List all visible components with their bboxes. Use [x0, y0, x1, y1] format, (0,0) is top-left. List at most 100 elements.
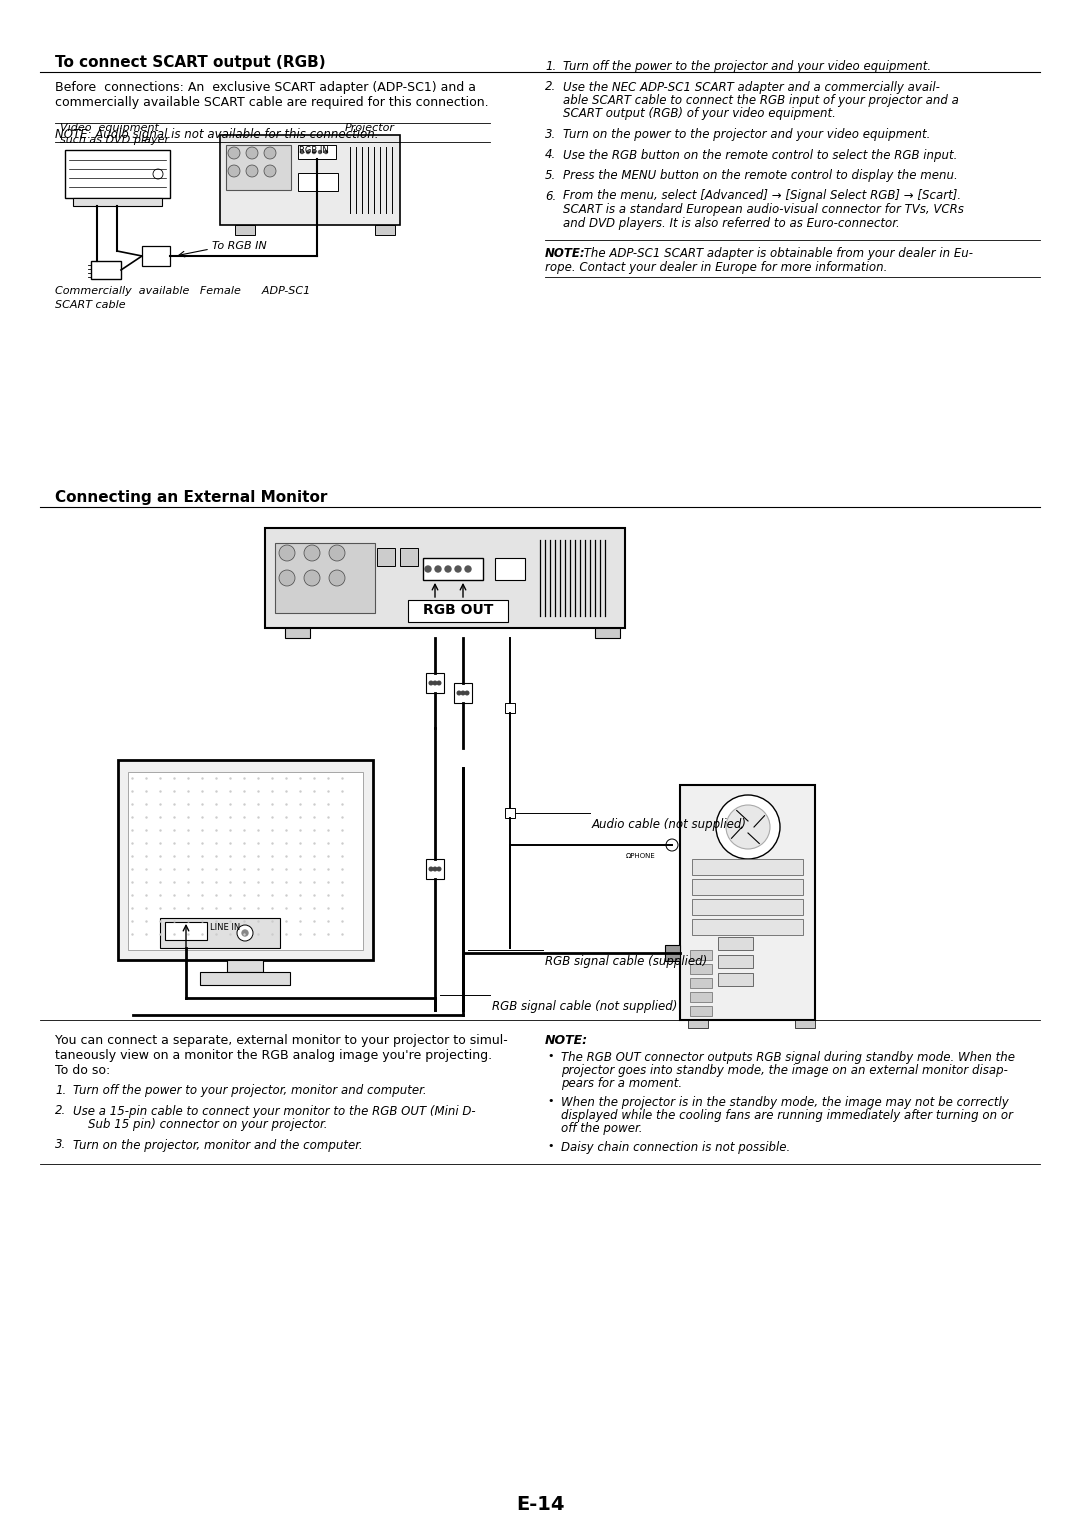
Bar [680, 784, 815, 1019]
Text: NOTE:: NOTE: [545, 1035, 589, 1047]
Text: RGB IN: RGB IN [299, 146, 328, 156]
Text: 2.: 2. [545, 81, 556, 93]
Text: and DVD players. It is also referred to as Euro-connector.: and DVD players. It is also referred to … [563, 217, 900, 229]
Text: able SCART cable to connect the RGB input of your projector and a: able SCART cable to connect the RGB inpu… [563, 95, 959, 107]
Text: •: • [546, 1096, 554, 1106]
Circle shape [264, 165, 276, 177]
Bar [298, 145, 336, 159]
Circle shape [433, 681, 436, 685]
Text: Use the RGB button on the remote control to select the RGB input.: Use the RGB button on the remote control… [563, 148, 957, 162]
Circle shape [319, 151, 322, 154]
Bar [454, 684, 472, 703]
Text: Audio cable (not supplied): Audio cable (not supplied) [592, 818, 747, 832]
Text: SCART output (RGB) of your video equipment.: SCART output (RGB) of your video equipme… [563, 107, 836, 121]
Bar [226, 145, 291, 191]
Text: RGB OUT: RGB OUT [422, 603, 494, 617]
Text: LINE IN: LINE IN [210, 923, 240, 932]
Circle shape [465, 691, 469, 694]
Text: NOTE:: NOTE: [545, 247, 585, 259]
Text: rope. Contact your dealer in Europe for more information.: rope. Contact your dealer in Europe for … [545, 261, 888, 273]
Text: Before  connections: An  exclusive SCART adapter (ADP-SC1) and a
commercially av: Before connections: An exclusive SCART a… [55, 81, 488, 108]
Bar [692, 899, 804, 916]
Text: The ADP-SC1 SCART adapter is obtainable from your dealer in Eu-: The ADP-SC1 SCART adapter is obtainable … [580, 247, 973, 259]
Bar [688, 1019, 708, 1029]
Bar [65, 150, 170, 198]
Text: 3.: 3. [545, 128, 556, 140]
Bar [795, 1019, 815, 1029]
Bar [595, 629, 620, 638]
Bar [505, 703, 515, 713]
Text: SCART is a standard European audio-visual connector for TVs, VCRs: SCART is a standard European audio-visua… [563, 203, 963, 217]
Text: 5.: 5. [545, 169, 556, 182]
Text: Connecting an External Monitor: Connecting an External Monitor [55, 490, 327, 505]
Text: Daisy chain connection is not possible.: Daisy chain connection is not possible. [561, 1141, 791, 1154]
Text: Commercially  available   Female      ADP-SC1: Commercially available Female ADP-SC1 [55, 285, 310, 296]
Circle shape [246, 165, 258, 177]
Circle shape [307, 151, 310, 154]
Circle shape [429, 867, 433, 871]
Text: •: • [546, 1051, 554, 1061]
Text: RGB signal cable (supplied): RGB signal cable (supplied) [545, 955, 707, 967]
Bar [692, 879, 804, 896]
Circle shape [433, 867, 436, 871]
Circle shape [465, 566, 471, 572]
Text: projector goes into standby mode, the image on an external monitor disap-: projector goes into standby mode, the im… [561, 1064, 1008, 1077]
Bar [408, 600, 508, 623]
Circle shape [666, 839, 678, 852]
Bar [227, 960, 264, 972]
Text: Turn on the power to the projector and your video equipment.: Turn on the power to the projector and y… [563, 128, 930, 140]
Circle shape [303, 545, 320, 562]
Circle shape [324, 151, 327, 154]
Circle shape [435, 566, 441, 572]
Bar [718, 937, 753, 951]
Text: 2.: 2. [55, 1105, 66, 1117]
Text: •: • [546, 1141, 554, 1151]
Circle shape [237, 925, 253, 942]
Bar [375, 224, 395, 235]
Text: 6.: 6. [545, 189, 556, 203]
Circle shape [457, 691, 461, 694]
Text: Projector: Projector [345, 124, 395, 133]
Text: displayed while the cooling fans are running immediately after turning on or: displayed while the cooling fans are run… [561, 1109, 1013, 1122]
Bar [690, 964, 712, 974]
Text: To RGB IN: To RGB IN [212, 241, 267, 250]
Bar [426, 859, 444, 879]
Circle shape [461, 691, 464, 694]
Circle shape [303, 571, 320, 586]
Bar [285, 629, 310, 638]
Bar [505, 807, 515, 818]
Text: To connect SCART output (RGB): To connect SCART output (RGB) [55, 55, 326, 70]
Circle shape [455, 566, 461, 572]
Bar [426, 673, 444, 693]
Bar [73, 198, 162, 206]
Circle shape [329, 545, 345, 562]
Circle shape [300, 151, 303, 154]
Bar [665, 945, 680, 961]
Bar [400, 548, 418, 566]
Text: Video  equipment
such as DVD player: Video equipment such as DVD player [60, 124, 170, 145]
Bar [165, 922, 207, 940]
Bar [141, 246, 170, 266]
Circle shape [445, 566, 451, 572]
Circle shape [279, 571, 295, 586]
Circle shape [153, 169, 163, 179]
Bar [718, 955, 753, 967]
Text: Sub 15 pin) connector on your projector.: Sub 15 pin) connector on your projector. [73, 1119, 327, 1131]
Text: Turn off the power to the projector and your video equipment.: Turn off the power to the projector and … [563, 60, 931, 73]
Text: E-14: E-14 [516, 1495, 564, 1514]
Bar [377, 548, 395, 566]
Bar [275, 543, 375, 613]
Bar [692, 859, 804, 874]
Text: pears for a moment.: pears for a moment. [561, 1077, 683, 1090]
Bar [220, 134, 400, 224]
Text: Press the MENU button on the remote control to display the menu.: Press the MENU button on the remote cont… [563, 169, 958, 182]
Bar [690, 1006, 712, 1016]
Circle shape [716, 795, 780, 859]
Bar [495, 559, 525, 580]
Bar [129, 772, 363, 951]
Circle shape [437, 867, 441, 871]
Text: RGB signal cable (not supplied): RGB signal cable (not supplied) [492, 1000, 677, 1013]
Bar [718, 974, 753, 986]
Text: SCART cable: SCART cable [55, 301, 125, 310]
Circle shape [242, 929, 248, 935]
